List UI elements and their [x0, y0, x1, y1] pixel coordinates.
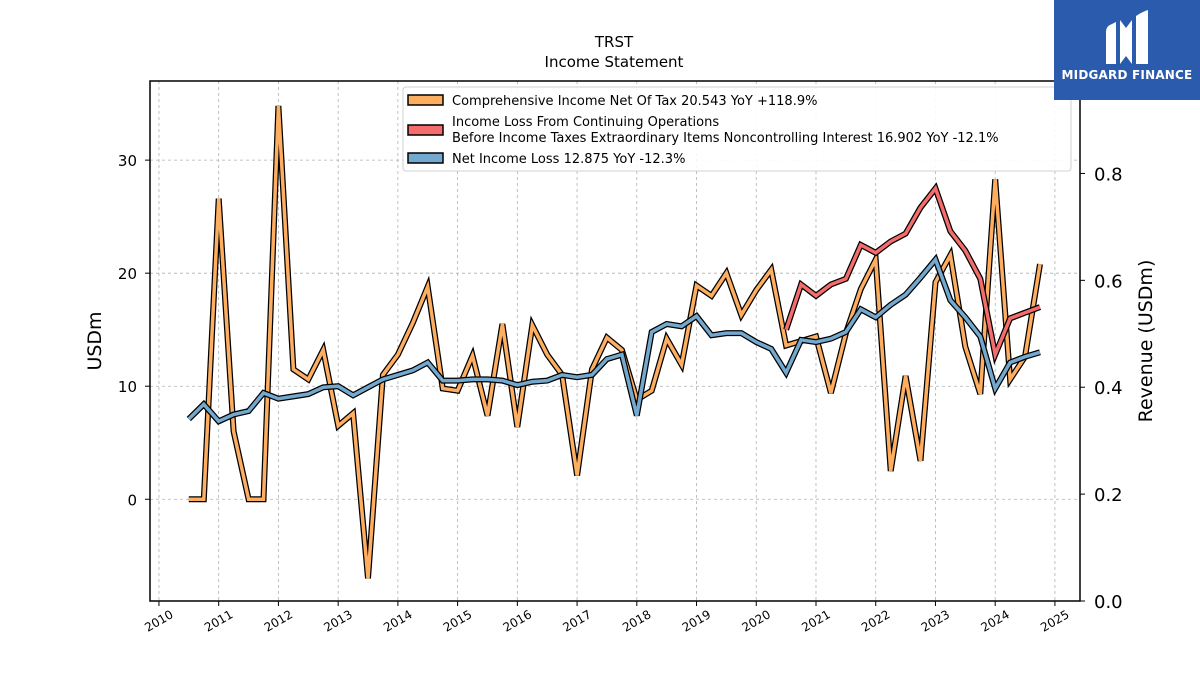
brand-logo-icon — [1106, 10, 1148, 64]
x-tick-label: 2010 — [142, 607, 175, 634]
brand-name: MIDGARD FINANCE — [1061, 68, 1193, 82]
x-tick-label: 2014 — [381, 607, 414, 634]
x-tick-label: 2011 — [202, 607, 235, 634]
x-tick-label: 2015 — [441, 607, 474, 634]
y-axis-label: USDm — [84, 311, 106, 370]
x-tick-label: 2024 — [978, 607, 1011, 634]
legend-label-3: Net Income Loss 12.875 YoY -12.3% — [452, 152, 685, 167]
y-right-tick-label: 0.6 — [1094, 271, 1123, 292]
legend-swatch-3 — [407, 152, 444, 164]
y-right-tick-label: 0.8 — [1094, 164, 1123, 185]
series-lines — [186, 105, 1043, 579]
series-line-2 — [784, 184, 1041, 361]
y-right-tick-label: 0.4 — [1094, 378, 1123, 399]
series-line-1 — [188, 105, 1042, 579]
legend-box — [402, 86, 1072, 172]
y-tick-label: 0 — [127, 491, 137, 509]
y-axis-right-label: Revenue (USDm) — [1135, 260, 1157, 423]
x-tick-label: 2018 — [620, 607, 653, 634]
x-tick-label: 2020 — [740, 607, 773, 634]
y-tick-label: 10 — [118, 378, 137, 396]
x-tick-label: 2017 — [560, 607, 593, 634]
series-line-3 — [187, 256, 1041, 424]
x-tick-label: 2021 — [799, 607, 832, 634]
legend: Comprehensive Income Net Of Tax 20.543 Y… — [402, 86, 1072, 172]
brand-logo: MIDGARD FINANCE — [1054, 0, 1200, 100]
y-tick-label: 20 — [118, 265, 137, 283]
y-right-tick-label: 0.2 — [1094, 485, 1123, 506]
legend-label-2-line-2: Before Income Taxes Extraordinary Items … — [452, 131, 999, 146]
legend-swatch-2 — [407, 124, 444, 136]
x-tick-label: 2012 — [262, 607, 295, 634]
x-tick-label: 2013 — [321, 607, 354, 634]
x-tick-label: 2025 — [1038, 607, 1071, 634]
legend-swatch-1 — [407, 94, 444, 106]
legend-label-1: Comprehensive Income Net Of Tax 20.543 Y… — [452, 94, 817, 109]
legend-label-2-line-1: Income Loss From Continuing Operations — [452, 115, 719, 130]
x-tick-label: 2019 — [680, 607, 713, 634]
y-right-tick-label: 0.0 — [1094, 592, 1123, 613]
x-tick-label: 2022 — [859, 607, 892, 634]
x-tick-label: 2016 — [501, 607, 534, 634]
chart-subtitle: Income Statement — [545, 53, 684, 71]
y-tick-label: 30 — [118, 152, 137, 170]
plot-frame — [149, 80, 1081, 602]
x-tick-label: 2023 — [919, 607, 952, 634]
chart-title: TRST — [594, 33, 634, 51]
